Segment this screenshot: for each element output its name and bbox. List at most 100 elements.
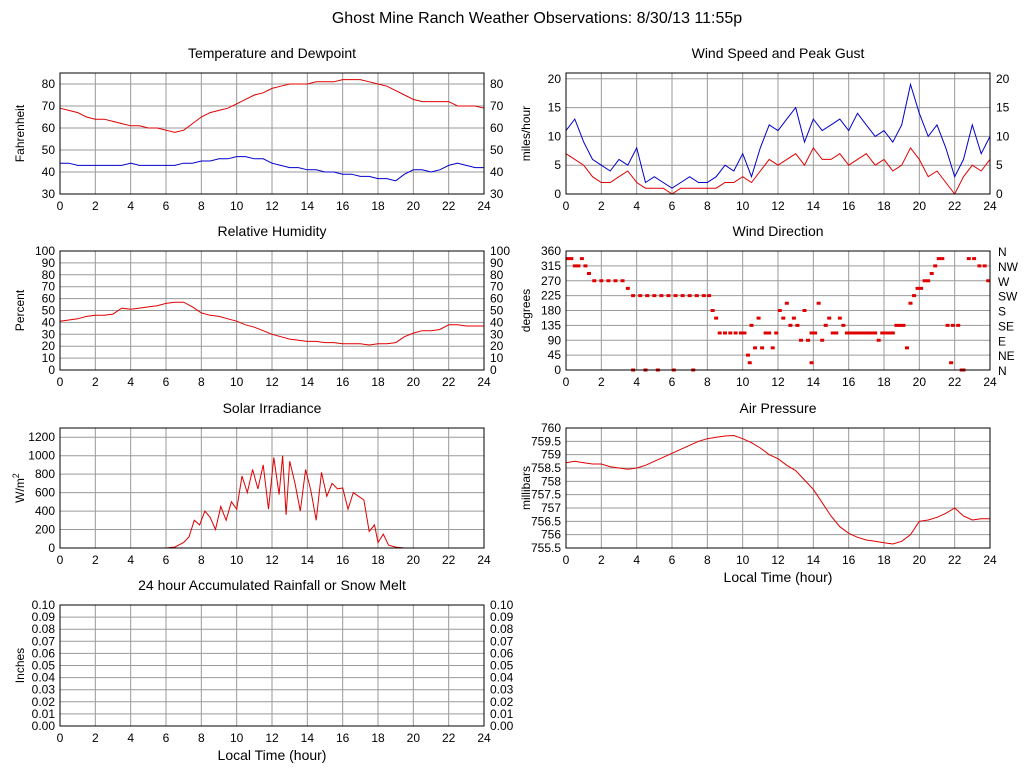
y-tick-label-right: 0.01 — [490, 707, 514, 721]
data-point — [747, 361, 752, 365]
y-tick-label: 757 — [541, 501, 561, 515]
data-point — [781, 316, 786, 320]
x-tick-label: 14 — [301, 199, 315, 213]
series-line-0 — [60, 455, 484, 549]
data-point — [949, 361, 954, 365]
y-tick-label: 80 — [42, 77, 56, 91]
x-tick-label: 2 — [92, 375, 99, 389]
x-tick-label: 16 — [842, 375, 856, 389]
chart-title: 24 hour Accumulated Rainfall or Snow Mel… — [138, 577, 406, 593]
chart-title: Wind Speed and Peak Gust — [692, 45, 865, 61]
x-tick-label: 4 — [633, 375, 640, 389]
data-point — [777, 309, 782, 312]
y-tick-label-right: 15 — [996, 101, 1010, 115]
y-tick-label: 90 — [548, 333, 562, 347]
y-tick-label: 50 — [42, 143, 56, 157]
x-tick-label: 4 — [633, 199, 640, 213]
data-point — [749, 323, 754, 327]
data-point — [802, 309, 807, 312]
y-tick-label: 759.5 — [531, 434, 561, 448]
x-tick-label: 4 — [127, 553, 134, 567]
y-tick-label-right: 90 — [490, 256, 504, 270]
data-point — [714, 316, 719, 320]
x-tick-label: 14 — [807, 375, 821, 389]
data-point — [586, 271, 591, 275]
x-tick-label: 6 — [163, 553, 170, 567]
series-line-0 — [565, 434, 990, 545]
plot-frame — [565, 427, 991, 549]
y-tick-label-right: 20 — [490, 339, 504, 353]
x-tick-label: 20 — [407, 553, 421, 567]
data-point — [844, 331, 849, 335]
x-tick-label: 22 — [948, 375, 962, 389]
data-point — [760, 346, 765, 350]
y-tick-label: 200 — [35, 523, 55, 537]
data-point — [666, 294, 671, 298]
x-tick-label: 12 — [265, 731, 279, 745]
y-axis-label: millibars — [519, 466, 533, 510]
x-tick-label: 6 — [669, 199, 676, 213]
y-tick-label: 0.09 — [32, 610, 56, 624]
y-tick-label-right: 10 — [996, 129, 1010, 143]
y-tick-label: 0.06 — [32, 646, 56, 660]
compass-label: E — [998, 334, 1006, 348]
x-tick-label: 18 — [877, 199, 891, 213]
x-tick-label: 8 — [704, 375, 711, 389]
x-tick-label: 0 — [57, 553, 64, 567]
y-tick-label-right: 70 — [490, 280, 504, 294]
x-tick-label: 16 — [336, 553, 350, 567]
x-tick-label: 24 — [477, 199, 491, 213]
page-title: Ghost Mine Ranch Weather Observations: 8… — [332, 10, 742, 27]
y-tick-label: 45 — [548, 348, 562, 362]
x-tick-label: 24 — [983, 375, 997, 389]
y-tick-label-right: 40 — [490, 165, 504, 179]
x-tick-label: 8 — [704, 553, 711, 567]
y-tick-label-right: 0 — [996, 187, 1003, 201]
x-tick-label: 20 — [407, 375, 421, 389]
x-tick-label: 16 — [336, 375, 350, 389]
y-tick-label: 0.00 — [32, 719, 56, 733]
x-tick-label: 18 — [371, 731, 385, 745]
data-point — [851, 331, 856, 335]
x-tick-label: 16 — [336, 731, 350, 745]
data-point — [915, 286, 920, 290]
y-tick-label-right: 80 — [490, 77, 504, 91]
data-point — [652, 294, 657, 298]
y-axis-label: degrees — [519, 289, 533, 332]
x-tick-label: 12 — [771, 553, 785, 567]
x-axis-label: Local Time (hour) — [724, 569, 833, 585]
x-tick-label: 24 — [477, 375, 491, 389]
compass-label: N — [998, 364, 1007, 378]
data-point — [880, 331, 885, 335]
data-point — [848, 331, 853, 335]
compass-label: W — [998, 275, 1010, 289]
x-tick-label: 14 — [807, 553, 821, 567]
data-point — [798, 338, 803, 342]
data-point — [919, 286, 924, 290]
series-line-0 — [59, 301, 484, 346]
chart-title: Solar Irradiance — [223, 400, 322, 416]
data-point — [894, 323, 899, 327]
data-point — [897, 323, 902, 327]
data-point — [774, 331, 779, 335]
x-tick-label: 6 — [163, 731, 170, 745]
y-tick-label: 315 — [541, 259, 561, 273]
y-tick-label: 0.02 — [32, 695, 56, 709]
data-point — [901, 323, 906, 327]
x-tick-label: 0 — [57, 375, 64, 389]
data-point — [876, 338, 881, 342]
data-point — [986, 279, 991, 283]
y-tick-label: 20 — [548, 72, 562, 86]
data-point — [579, 257, 584, 261]
x-tick-label: 2 — [92, 731, 99, 745]
data-point — [806, 338, 811, 342]
y-tick-label: 755.5 — [531, 541, 561, 555]
x-tick-label: 20 — [913, 199, 927, 213]
data-point — [837, 316, 842, 320]
y-tick-label-right: 0.09 — [490, 610, 514, 624]
y-tick-label-right: 100 — [490, 244, 510, 258]
